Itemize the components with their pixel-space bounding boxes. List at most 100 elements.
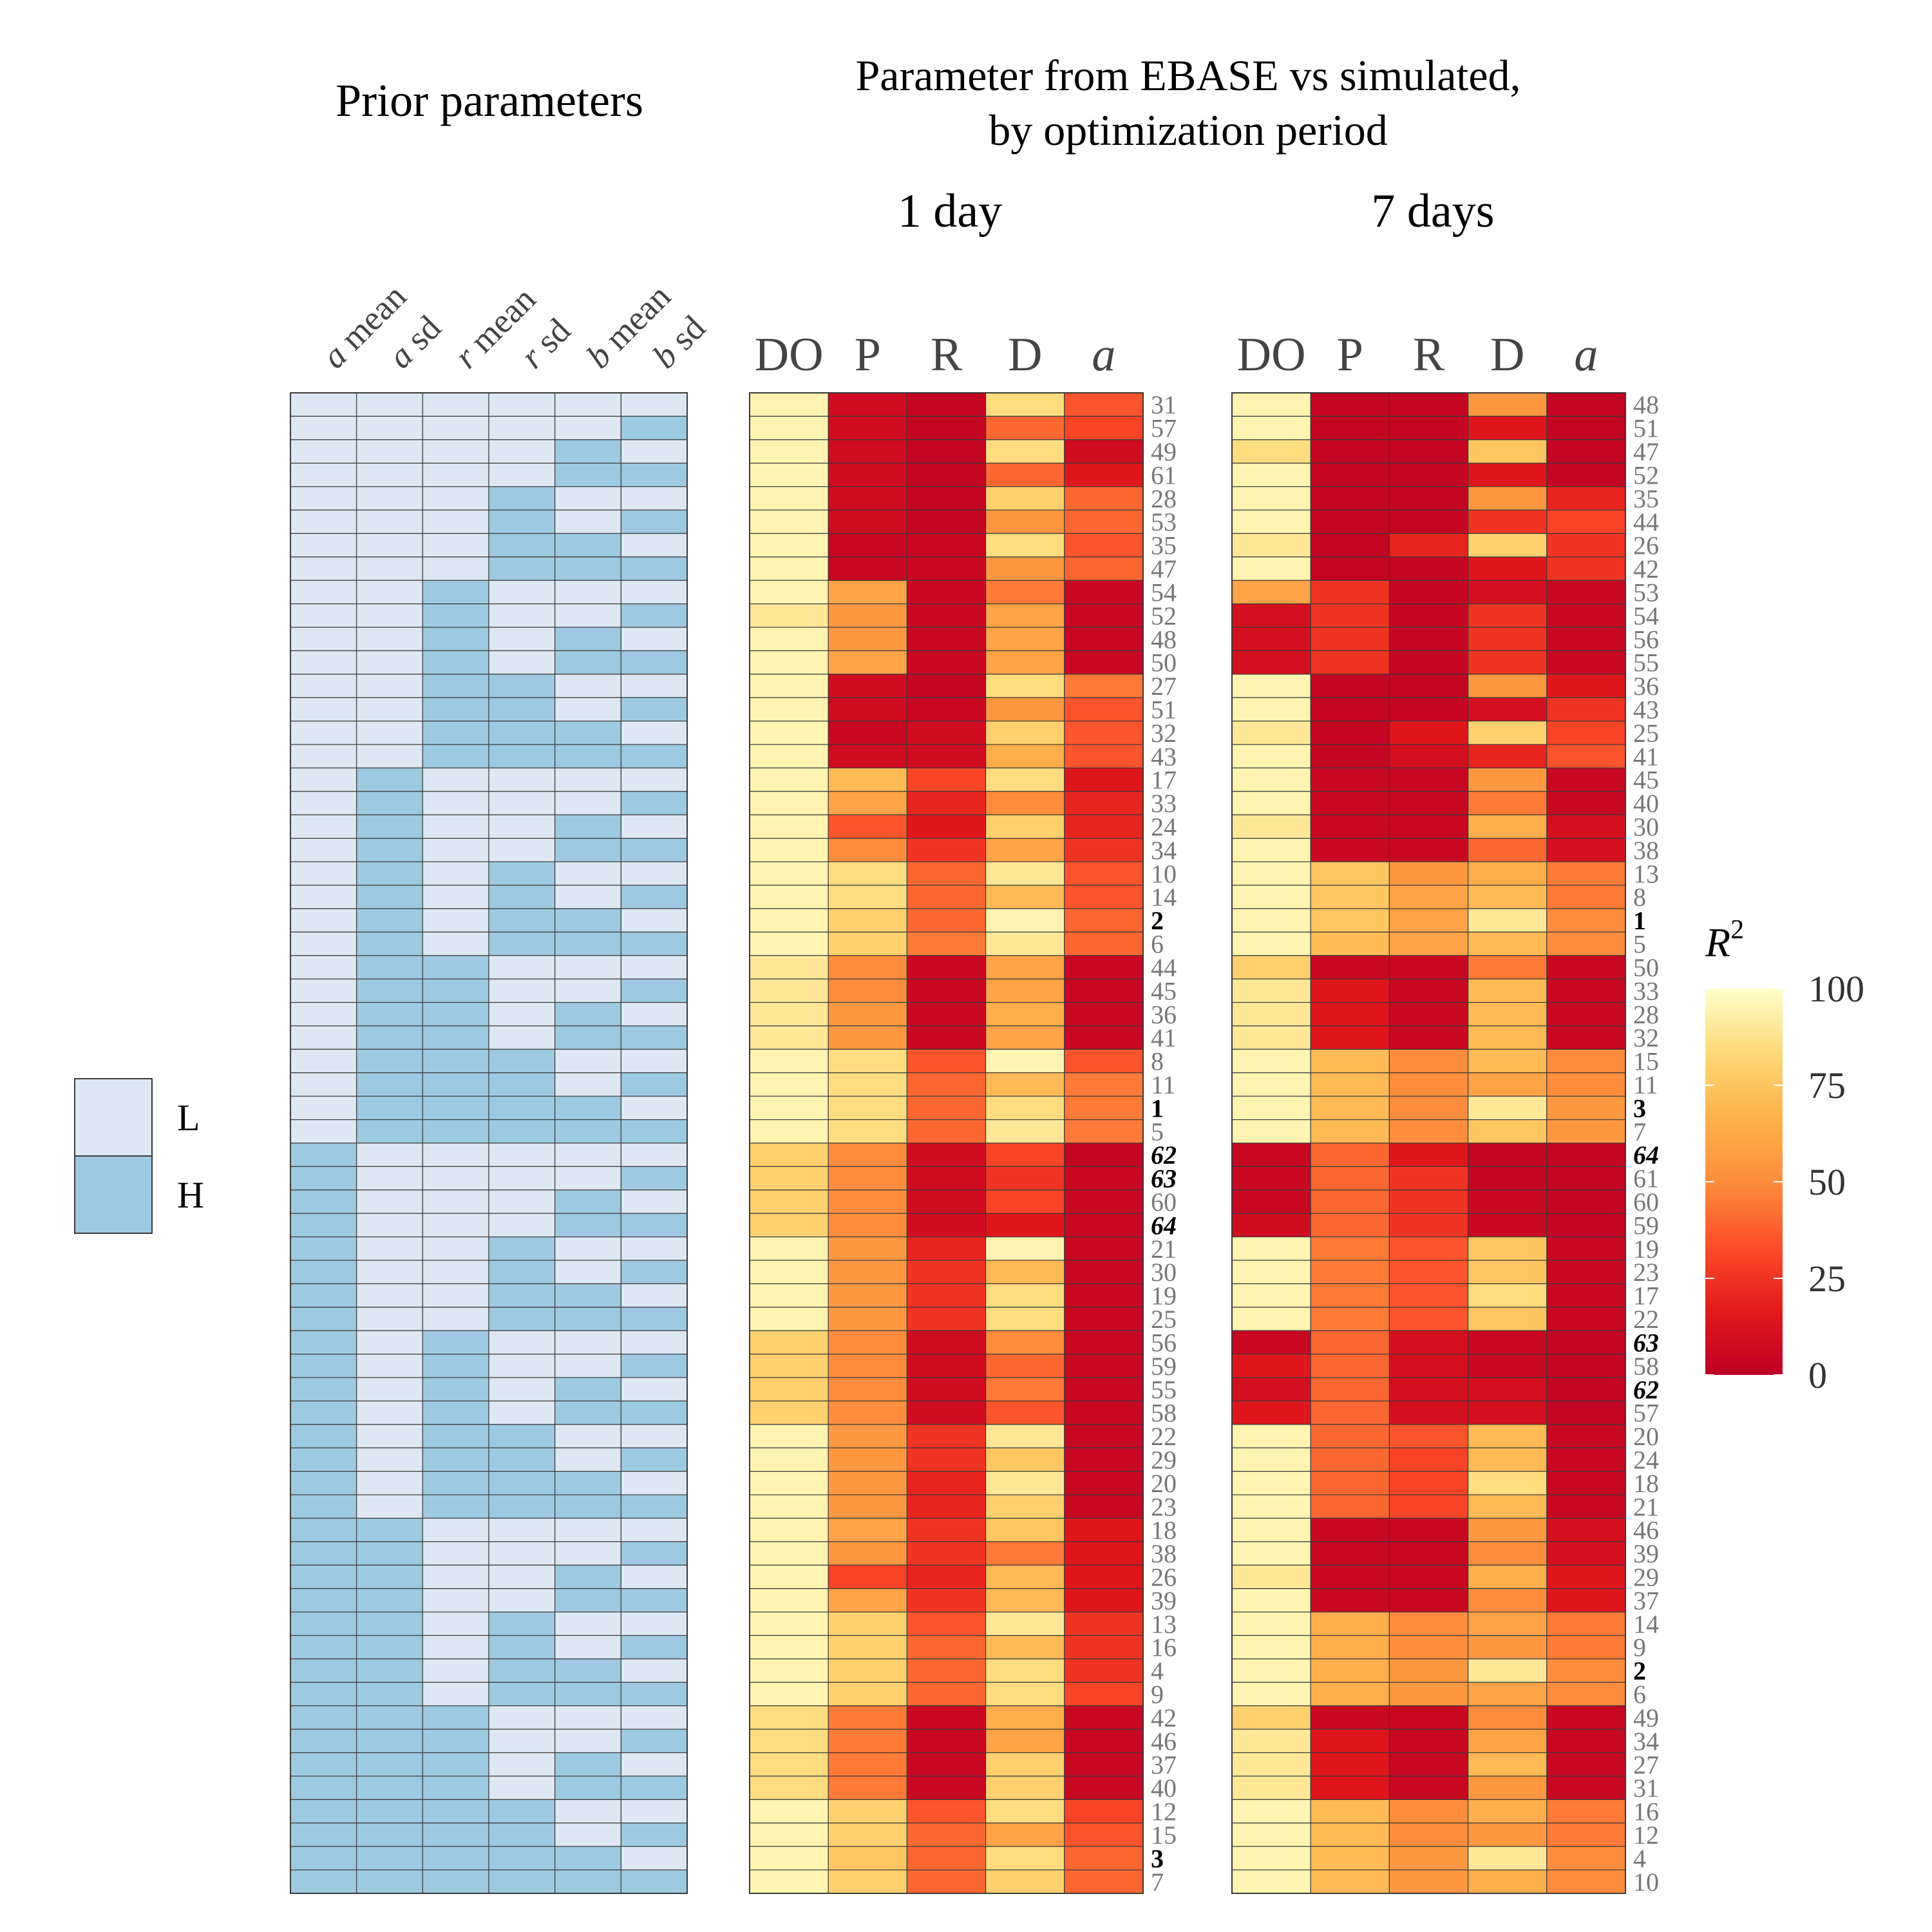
prior-cell: [620, 1705, 688, 1730]
r2-cell: [985, 1283, 1065, 1308]
r2-cell: [1231, 627, 1311, 652]
r2-cell: [1064, 1260, 1144, 1285]
prior-cell: [422, 978, 489, 1003]
r2-cell: [906, 1072, 987, 1097]
r2-cell: [1546, 1541, 1626, 1566]
r2-cell: [1231, 415, 1311, 440]
r2-cell: [1546, 721, 1626, 745]
r2-cell: [1310, 1752, 1390, 1777]
row-label: 15: [1151, 1821, 1177, 1850]
r2-cell: [1546, 1471, 1626, 1495]
r2-cell: [1064, 1658, 1144, 1683]
prior-cell: [488, 1330, 556, 1355]
r2-cell: [1231, 721, 1311, 745]
prior-cell: [620, 1095, 688, 1121]
r2-cell: [1064, 1611, 1144, 1636]
prior-cell: [620, 439, 688, 464]
r2-cell: [1388, 1588, 1469, 1613]
legend-label: H: [177, 1174, 204, 1216]
r2-color-legend: R2 100 75 50 25 0: [1705, 915, 1864, 1396]
prior-cell: [554, 486, 621, 511]
r2-cell: [1546, 509, 1626, 535]
row-label: 37: [1151, 1750, 1177, 1779]
r2-cell: [1388, 1634, 1469, 1660]
prior-cell: [554, 1588, 621, 1613]
r2-cell: [985, 1189, 1065, 1214]
r2-cell: [1064, 1823, 1144, 1847]
r2-cell: [828, 439, 907, 464]
row-label: 42: [1633, 554, 1659, 583]
r2-cell: [828, 721, 907, 745]
r2-cell: [1310, 1869, 1390, 1894]
prior-cell: [290, 392, 357, 417]
r2-cell: [749, 1869, 829, 1894]
r2-cell: [1064, 509, 1144, 535]
r2-cell: [828, 814, 907, 839]
prior-cell: [290, 814, 357, 839]
prior-cell: [488, 1424, 556, 1448]
prior-cell: [620, 744, 688, 769]
r2-cell: [906, 415, 987, 440]
r2-cell: [906, 650, 987, 675]
prior-cell: [356, 627, 423, 652]
row-label: 7: [1151, 1868, 1164, 1897]
r2-cell: [1064, 439, 1144, 464]
r2-cell: [906, 1001, 987, 1027]
row-label: 16: [1633, 1797, 1659, 1826]
prior-cell: [554, 931, 621, 956]
prior-cell: [554, 1189, 621, 1214]
prior-cell: [422, 533, 489, 558]
prior-cell: [290, 1799, 357, 1824]
r2-cell: [1468, 509, 1548, 535]
r2-cell: [828, 392, 907, 417]
r2-cell: [828, 838, 907, 862]
r2-cell: [828, 861, 907, 886]
r2-cell: [1546, 1424, 1626, 1448]
prior-cell: [290, 1588, 357, 1613]
prior-cell: [620, 1377, 688, 1402]
row-label: 53: [1633, 578, 1659, 607]
r2-cell: [749, 650, 829, 675]
r2-cell: [828, 978, 907, 1003]
r2-cell: [828, 931, 907, 956]
r2-cell: [985, 1564, 1065, 1589]
row-label: 32: [1633, 1023, 1659, 1052]
row-label: 46: [1151, 1727, 1177, 1756]
r2-cell: [1468, 392, 1548, 417]
row-label: 58: [1151, 1399, 1177, 1428]
prior-cell: [290, 1705, 357, 1730]
row-label: 64: [1151, 1211, 1177, 1240]
r2-cell: [1546, 1728, 1626, 1754]
prior-cell: [290, 884, 357, 909]
r2-cell: [1388, 955, 1469, 980]
r2-cell: [1231, 1307, 1311, 1331]
r2-cell: [1310, 1236, 1390, 1261]
r2-cell: [1546, 462, 1626, 488]
row-label: 51: [1151, 695, 1177, 724]
r2-cell: [1064, 1166, 1144, 1191]
r2-cell: [1468, 1354, 1548, 1378]
r2-cell: [906, 1330, 987, 1355]
r2-cell: [828, 1236, 907, 1261]
r2-cell: [828, 884, 907, 909]
prior-cell: [620, 1119, 688, 1144]
row-label: 2: [1151, 906, 1164, 935]
prior-cell: [356, 884, 423, 909]
prior-cell: [488, 1846, 556, 1871]
row-label: 55: [1151, 1375, 1177, 1404]
r2-cell: [906, 744, 987, 769]
r2-cell: [1468, 439, 1548, 464]
prior-cell: [554, 1283, 621, 1308]
prior-cell: [488, 1658, 556, 1683]
r2-cell: [1064, 1307, 1144, 1331]
row-label: 14: [1151, 883, 1177, 912]
prior-cell: [488, 1354, 556, 1378]
prior-cell: [290, 1658, 357, 1683]
r2-cell: [906, 1705, 987, 1730]
r2-cell: [828, 1611, 907, 1636]
r2-cell: [1546, 1846, 1626, 1871]
prior-cell: [422, 1025, 489, 1050]
prior-cell: [488, 697, 556, 722]
r2-cell: [1310, 1705, 1390, 1730]
r2-cell: [1546, 486, 1626, 511]
